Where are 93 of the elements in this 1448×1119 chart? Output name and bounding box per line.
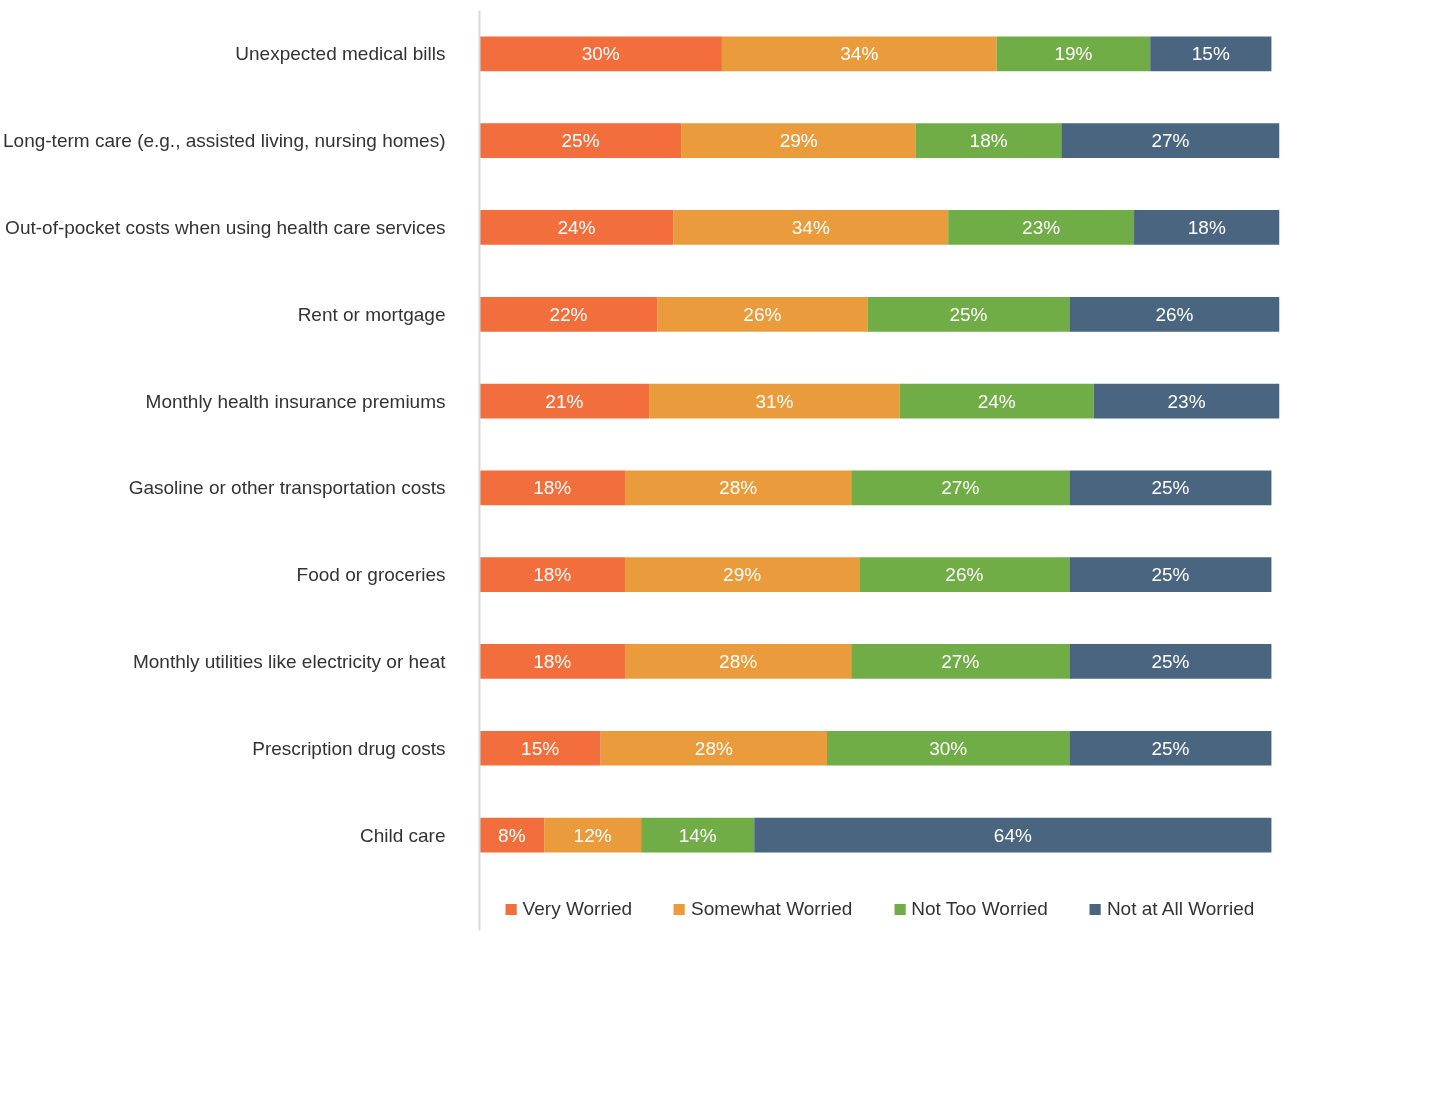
data-label: 27% (1151, 130, 1190, 152)
data-label: 15% (1191, 43, 1230, 65)
legend-label: Not at All Worried (1106, 898, 1255, 920)
bar (479, 296, 658, 332)
y-tick-label: Monthly health insurance premiums (145, 390, 446, 412)
data-label: 25% (561, 130, 600, 152)
bar (479, 644, 625, 679)
bar (600, 730, 827, 766)
legend-label: Very Worried (522, 898, 633, 920)
data-label: 18% (533, 477, 572, 499)
data-label: 25% (1151, 650, 1190, 672)
data-label: 24% (977, 390, 1016, 412)
data-label: 28% (694, 737, 733, 759)
bar (859, 557, 1070, 593)
data-label: 26% (743, 303, 782, 325)
y-tick-label: Out-of-pocket costs when using health care services (5, 216, 446, 238)
data-label: 26% (945, 564, 984, 586)
bar (1069, 644, 1272, 679)
data-label: 15% (521, 737, 560, 759)
data-label: 12% (573, 824, 612, 846)
data-label: 14% (678, 824, 717, 846)
bar (851, 644, 1070, 679)
bar (948, 210, 1135, 245)
data-label: 22% (549, 303, 588, 325)
bar (1150, 36, 1272, 72)
bar (867, 296, 1070, 332)
data-label: 25% (1151, 564, 1190, 586)
data-label: 28% (719, 650, 758, 672)
bar (641, 817, 755, 853)
bar (544, 817, 642, 853)
data-label: 29% (723, 564, 762, 586)
data-label: 21% (545, 390, 584, 412)
data-label: 24% (557, 216, 596, 238)
data-label: 23% (1167, 390, 1206, 412)
y-tick-label: Unexpected medical bills (235, 43, 446, 65)
bar (1069, 470, 1272, 506)
data-label: 18% (533, 564, 572, 586)
bar (673, 210, 949, 245)
data-label: 23% (1022, 216, 1061, 238)
y-tick-label: Monthly utilities like electricity or heat (132, 650, 447, 672)
data-label: 25% (949, 303, 988, 325)
y-tick-label: Rent or mortgage (297, 303, 446, 325)
bar (479, 210, 674, 245)
data-label: 27% (941, 477, 980, 499)
data-label: 19% (1054, 43, 1093, 65)
data-label: 34% (840, 43, 879, 65)
bar (826, 730, 1070, 766)
bar (915, 123, 1062, 159)
bar (899, 383, 1094, 419)
bar (624, 644, 852, 679)
data-label: 28% (719, 477, 758, 499)
bar (1069, 296, 1280, 332)
data-label: 25% (1151, 477, 1190, 499)
data-label: 29% (779, 130, 818, 152)
bar (479, 730, 601, 766)
data-label: 30% (581, 43, 620, 65)
bar (657, 296, 868, 332)
bar (996, 36, 1151, 72)
bar (479, 383, 650, 419)
bar (754, 817, 1272, 853)
y-tick-label: Gasoline or other transportation costs (128, 477, 446, 499)
legend-label: Not Too Worried (911, 898, 1048, 920)
data-label: 18% (1187, 216, 1226, 238)
y-tick-label: Food or groceries (296, 564, 446, 586)
bar (1069, 730, 1272, 766)
bar (681, 123, 916, 159)
bar (479, 123, 682, 159)
bar (1093, 383, 1280, 419)
bar (624, 557, 860, 593)
data-label: 25% (1151, 737, 1190, 759)
data-label: 31% (755, 390, 794, 412)
bar (1134, 210, 1280, 245)
data-label: 64% (993, 824, 1032, 846)
data-label: 26% (1155, 303, 1194, 325)
y-tick-label: Child care (359, 824, 446, 846)
bar (649, 383, 900, 419)
bar (851, 470, 1070, 506)
bar (1069, 557, 1272, 593)
y-tick-label: Prescription drug costs (252, 737, 446, 759)
bar (624, 470, 852, 506)
data-label: 8% (498, 824, 526, 846)
data-label: 18% (533, 650, 572, 672)
legend-label: Somewhat Worried (691, 898, 853, 920)
bar (1061, 123, 1280, 159)
data-label: 18% (969, 130, 1008, 152)
y-tick-label: Long-term care (e.g., assisted living, nursing homes) (3, 130, 446, 152)
data-label: 27% (941, 650, 980, 672)
bar (721, 36, 997, 72)
bar (479, 557, 625, 593)
data-label: 34% (791, 216, 830, 238)
data-label: 30% (929, 737, 968, 759)
bar (479, 470, 625, 506)
bar (479, 36, 722, 72)
